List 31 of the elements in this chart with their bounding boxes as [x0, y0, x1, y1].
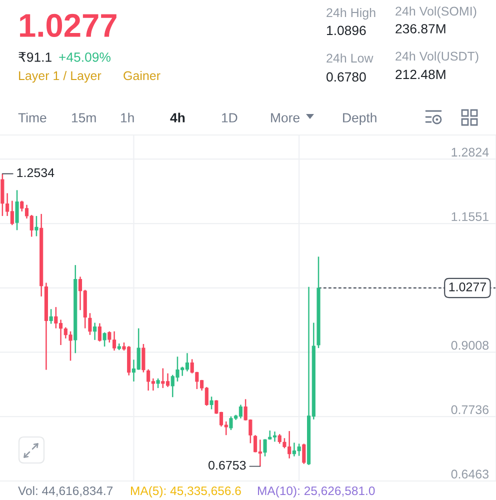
y-tick-label: 1.1551	[452, 212, 488, 222]
annotation: 0.6753	[208, 460, 246, 470]
y-tick-label: 0.7736	[451, 405, 489, 414]
text: Gainer	[124, 70, 160, 80]
chart-title: 1.0277	[20, 14, 116, 38]
text: 15m	[72, 113, 96, 122]
text: Depth	[343, 112, 376, 126]
text: 24h Vol(SOMI)	[396, 6, 476, 18]
y-tick-label: 1.2824	[452, 148, 489, 157]
text: Layer 1 / Layer	[19, 70, 102, 83]
text: MA(10): 25,626,581.0	[258, 486, 375, 498]
text: More	[271, 113, 300, 122]
text: 0.6780	[326, 72, 366, 82]
ref-line-label: 1.0277	[449, 282, 486, 292]
chart-subtitle: ₹91.1	[18, 52, 52, 62]
text: Time	[18, 112, 46, 122]
text: 212.48M	[396, 70, 446, 80]
text: 1D	[222, 113, 238, 122]
text: 24h Vol(USDT)	[396, 51, 478, 64]
text: MA(5): 45,335,656.6	[131, 486, 241, 498]
text: 24h Low	[326, 53, 374, 63]
y-tick-label: 0.9008	[451, 340, 489, 350]
y-tick-label: 0.6463	[451, 470, 489, 479]
annotation: 1.2534	[17, 168, 54, 178]
text: 1.0896	[327, 26, 366, 36]
text: 24h High	[326, 8, 376, 20]
text: +45.09%	[59, 52, 110, 62]
text: Vol: 44,616,834.7	[18, 486, 113, 497]
text: 4h	[170, 112, 185, 122]
text: 236.87M	[396, 24, 446, 34]
text: 1h	[121, 112, 134, 122]
